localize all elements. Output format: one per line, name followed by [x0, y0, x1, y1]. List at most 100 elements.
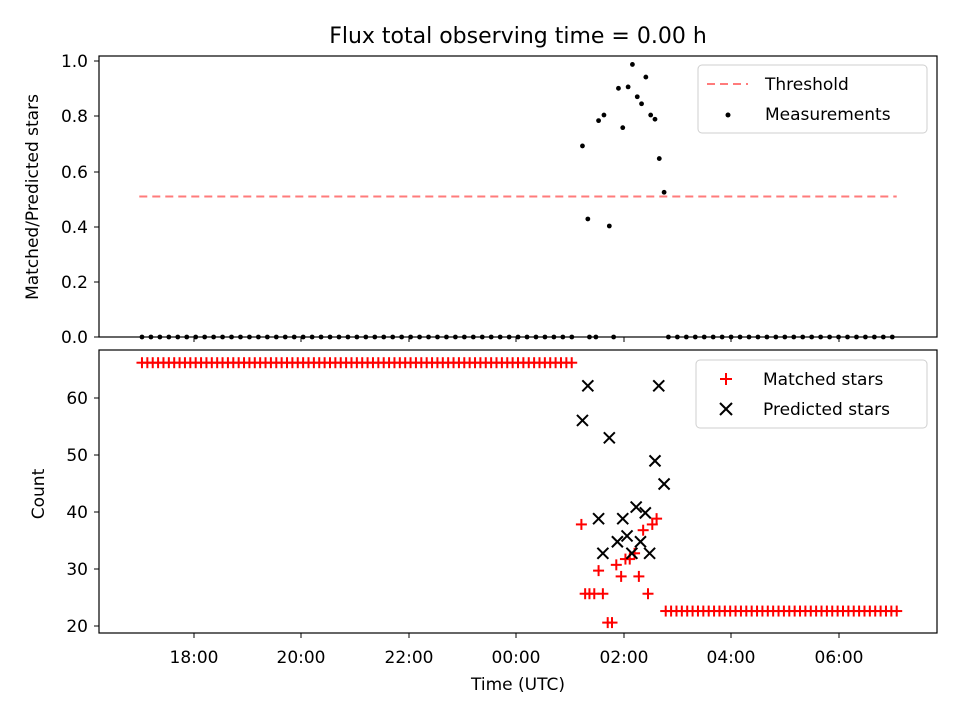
measurement-point-zero-43	[524, 334, 530, 340]
measurement-point-zero-45	[542, 334, 548, 340]
measurement-point-zero-74	[889, 334, 895, 340]
measurement-point-zero-14	[264, 334, 270, 340]
matched-star-point-130	[597, 588, 609, 600]
measurement-point-zero-47	[560, 334, 566, 340]
measurement-point-9	[620, 125, 626, 131]
measurement-point-zero-68	[836, 334, 841, 340]
measurement-point-zero-60	[764, 334, 770, 340]
measurement-point-zero-52	[692, 334, 698, 340]
bottom-ytick-label-1: 30	[66, 560, 88, 580]
predicted-star-point-14	[652, 379, 665, 393]
measurement-point-zero-69	[845, 334, 850, 340]
top-legend-box	[697, 64, 928, 134]
measurement-point-zero-38	[479, 334, 485, 340]
measurement-point-0	[580, 143, 585, 149]
top-ytick-label-5: 1.0	[61, 52, 88, 72]
measurement-point-zero-59	[755, 334, 761, 340]
measurement-point-zero-0	[139, 334, 145, 340]
predicted-star-point-13	[648, 454, 662, 468]
predicted-star-point-0	[576, 414, 589, 427]
legend-matched-swatch	[720, 373, 732, 385]
predicted-star-point-1	[581, 379, 595, 393]
legend-predicted-label: Predicted stars	[763, 400, 890, 420]
measurement-point-14	[643, 74, 649, 80]
bottom-ytick-label-2: 40	[66, 503, 88, 523]
matched-star-point-140	[642, 588, 654, 600]
measurement-point-zero-27	[381, 334, 387, 340]
measurement-point-zero-5	[184, 334, 190, 340]
measurement-point-zero-16	[282, 334, 288, 340]
legend-predicted-swatch	[719, 402, 733, 416]
x-axis-label: Time (UTC)	[470, 675, 565, 695]
legend-measurements-label: Measurements	[765, 105, 891, 125]
top-measurements	[139, 62, 895, 340]
xtick-label-5: 04:00	[707, 648, 756, 668]
measurement-point-zero-53	[701, 334, 707, 340]
measurement-point-zero-13	[255, 334, 261, 340]
predicted-star-point-2	[592, 512, 605, 525]
top-y-ticks: 0.0 0.2 0.4 0.6 0.8 1.0	[61, 52, 99, 348]
measurement-point-zero-51	[683, 334, 689, 340]
bottom-ylabel: Count	[29, 468, 49, 519]
measurement-point-zero-22	[336, 334, 342, 340]
predicted-star-point-10	[634, 535, 647, 548]
measurement-point-zero-15	[273, 334, 279, 340]
measurement-point-zero-37	[470, 334, 476, 340]
xtick-label-6: 06:00	[815, 648, 864, 668]
measurement-point-zero-31	[417, 334, 422, 340]
bottom-y-ticks: 20 30 40 50 60	[66, 389, 99, 637]
measurement-point-10	[625, 84, 631, 90]
xtick-label-1: 20:00	[277, 648, 326, 668]
measurement-point-zero-19	[309, 334, 315, 340]
measurement-point-zero-11	[238, 334, 243, 340]
matched-star-point-129	[593, 565, 605, 577]
measurement-point-zero-33	[435, 334, 440, 340]
measurement-point-zero-48	[569, 334, 575, 340]
measurement-point-18	[661, 189, 667, 195]
measurement-point-zero-23	[345, 334, 351, 340]
predicted-star-point-11	[639, 506, 652, 520]
measurement-point-zero-40	[497, 334, 503, 340]
top-ytick-label-3: 0.6	[61, 163, 88, 183]
matched-star-point-134	[615, 570, 627, 582]
measurement-point-zero-29	[399, 334, 405, 340]
xtick-label-3: 00:00	[492, 648, 541, 668]
measurement-point-zero-41	[506, 334, 512, 340]
measurement-point-zero-44	[533, 334, 539, 340]
measurement-point-zero-56	[728, 334, 734, 340]
measurement-point-zero-24	[354, 334, 360, 340]
bottom-ytick-label-0: 20	[66, 617, 88, 637]
chart-title: Flux total observing time = 0.00 h	[329, 24, 707, 49]
measurement-point-zero-20	[318, 334, 324, 340]
predicted-star-point-4	[603, 431, 616, 444]
matched-stars-series	[136, 357, 903, 629]
top-ytick-label-2: 0.4	[61, 218, 88, 238]
matched-star-point-124	[891, 605, 903, 617]
measurement-point-zero-63	[791, 334, 797, 340]
measurement-point-zero-9	[220, 334, 225, 340]
measurement-point-1	[585, 216, 591, 222]
measurement-point-zero-65	[809, 334, 815, 340]
measurement-point-zero-12	[247, 334, 252, 340]
predicted-star-point-3	[596, 547, 610, 560]
measurement-point-11	[630, 62, 635, 67]
measurement-point-zero-4	[175, 334, 181, 340]
measurement-point-zero-73	[880, 334, 886, 340]
matched-star-point-80	[566, 357, 578, 369]
measurement-point-7	[611, 334, 617, 340]
measurement-point-8	[616, 85, 621, 91]
x-ticks: 18:00 20:00 22:00 00:00 02:00 04:00 06:0…	[170, 337, 864, 668]
predicted-star-point-5	[611, 535, 624, 548]
top-ytick-label-4: 0.8	[61, 107, 88, 127]
measurement-point-zero-32	[426, 334, 431, 340]
bottom-ytick-label-4: 60	[66, 389, 88, 409]
measurement-point-zero-30	[408, 334, 414, 340]
measurement-point-15	[648, 112, 654, 118]
measurement-point-zero-25	[363, 334, 369, 340]
predicted-stars-series	[576, 379, 671, 560]
measurement-point-zero-39	[488, 334, 494, 340]
measurement-point-zero-54	[710, 334, 716, 340]
matched-star-point-133	[610, 559, 622, 571]
top-ytick-label-0: 0.0	[61, 328, 88, 348]
legend-threshold-label: Threshold	[764, 75, 849, 95]
